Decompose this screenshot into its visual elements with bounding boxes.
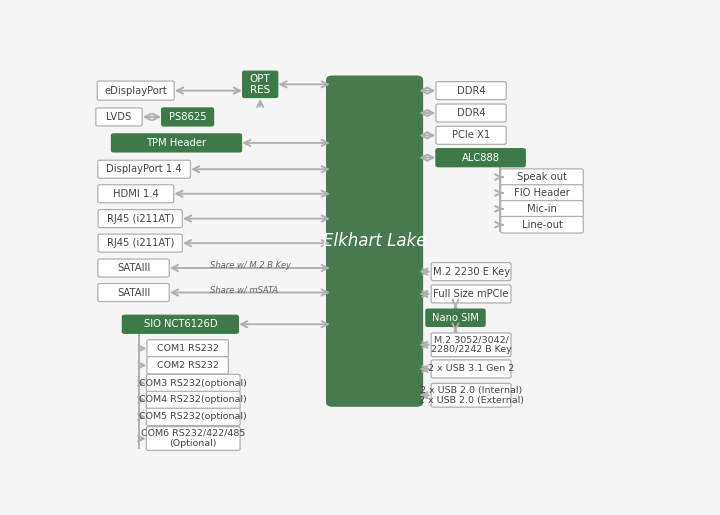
Text: PS8625: PS8625 <box>168 112 207 122</box>
FancyBboxPatch shape <box>436 126 506 144</box>
Text: PCIe X1: PCIe X1 <box>452 130 490 141</box>
FancyBboxPatch shape <box>98 160 190 178</box>
Text: RJ45 (i211AT): RJ45 (i211AT) <box>107 214 174 224</box>
FancyBboxPatch shape <box>112 134 241 152</box>
FancyBboxPatch shape <box>500 185 583 201</box>
FancyBboxPatch shape <box>436 82 506 100</box>
FancyBboxPatch shape <box>98 259 169 277</box>
FancyBboxPatch shape <box>146 408 240 425</box>
FancyBboxPatch shape <box>431 383 511 407</box>
Text: Share w/ M.2 B Key: Share w/ M.2 B Key <box>210 261 291 270</box>
Text: M.2 3052/3042/
2280/2242 B Key: M.2 3052/3042/ 2280/2242 B Key <box>431 335 511 354</box>
FancyBboxPatch shape <box>97 81 174 100</box>
Text: Elkhart Lake: Elkhart Lake <box>323 232 426 250</box>
FancyBboxPatch shape <box>98 234 182 252</box>
Text: Nano SIM: Nano SIM <box>432 313 479 323</box>
Text: COM5 RS232(optional): COM5 RS232(optional) <box>140 413 247 421</box>
Text: OPT
RES: OPT RES <box>250 74 271 95</box>
Text: Full Size mPCIe: Full Size mPCIe <box>433 289 509 299</box>
FancyBboxPatch shape <box>162 108 214 126</box>
Text: LVDS: LVDS <box>107 112 132 122</box>
Text: SATAIII: SATAIII <box>117 263 150 273</box>
Text: RJ45 (i211AT): RJ45 (i211AT) <box>107 238 174 248</box>
FancyBboxPatch shape <box>436 104 506 122</box>
FancyBboxPatch shape <box>98 210 182 228</box>
Text: TPM Header: TPM Header <box>146 138 207 148</box>
Text: DDR4: DDR4 <box>456 108 485 118</box>
FancyBboxPatch shape <box>436 149 526 167</box>
Text: COM6 RS232/422/485
(Optional): COM6 RS232/422/485 (Optional) <box>141 429 246 448</box>
Text: DDR4: DDR4 <box>456 85 485 96</box>
FancyBboxPatch shape <box>146 426 240 451</box>
FancyBboxPatch shape <box>146 374 240 392</box>
FancyBboxPatch shape <box>431 333 511 357</box>
FancyBboxPatch shape <box>431 285 511 303</box>
Text: Mic-in: Mic-in <box>527 204 557 214</box>
FancyBboxPatch shape <box>147 357 228 374</box>
Text: COM2 RS232: COM2 RS232 <box>157 361 219 370</box>
Text: ALC888: ALC888 <box>462 152 500 163</box>
FancyBboxPatch shape <box>122 315 238 333</box>
FancyBboxPatch shape <box>147 340 228 357</box>
Text: SATAIII: SATAIII <box>117 287 150 298</box>
FancyBboxPatch shape <box>146 391 240 408</box>
Text: COM4 RS232(optional): COM4 RS232(optional) <box>140 396 247 404</box>
Text: 2 x USB 2.0 (Internal)
2 x USB 2.0 (External): 2 x USB 2.0 (Internal) 2 x USB 2.0 (Exte… <box>418 386 523 405</box>
Text: COM1 RS232: COM1 RS232 <box>157 344 219 353</box>
Text: Speak out: Speak out <box>517 172 567 182</box>
FancyBboxPatch shape <box>431 360 511 378</box>
Text: DisplayPort 1.4: DisplayPort 1.4 <box>107 164 182 174</box>
FancyBboxPatch shape <box>500 169 583 185</box>
Text: M.2 2230 E Key: M.2 2230 E Key <box>433 267 510 277</box>
FancyBboxPatch shape <box>96 108 142 126</box>
Text: eDisplayPort: eDisplayPort <box>104 85 167 96</box>
FancyBboxPatch shape <box>98 185 174 203</box>
FancyBboxPatch shape <box>243 71 278 97</box>
Text: Share w/ mSATA: Share w/ mSATA <box>210 285 278 295</box>
FancyBboxPatch shape <box>431 263 511 281</box>
Text: FIO Header: FIO Header <box>514 188 570 198</box>
Text: 2 x USB 3.1 Gen 2: 2 x USB 3.1 Gen 2 <box>428 365 514 373</box>
FancyBboxPatch shape <box>98 283 169 302</box>
FancyBboxPatch shape <box>426 309 485 327</box>
FancyBboxPatch shape <box>326 76 423 407</box>
Text: SIO NCT6126D: SIO NCT6126D <box>143 319 217 329</box>
Text: COM3 RS232(optional): COM3 RS232(optional) <box>139 379 247 387</box>
Text: HDMI 1.4: HDMI 1.4 <box>113 188 158 199</box>
FancyBboxPatch shape <box>500 216 583 233</box>
Text: Line-out: Line-out <box>521 220 562 230</box>
FancyBboxPatch shape <box>500 200 583 217</box>
